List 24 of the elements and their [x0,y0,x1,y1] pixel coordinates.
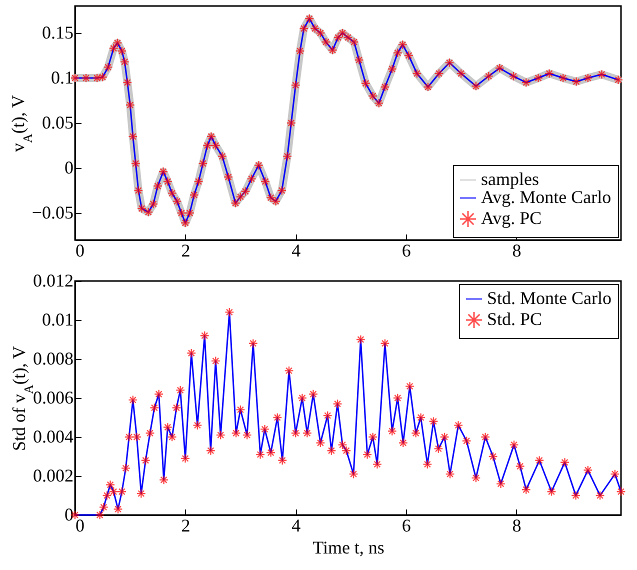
x-tick-label: 6 [402,240,411,260]
legend-label: samples [481,169,539,189]
y-tick-label: 0.002 [33,466,74,486]
x-tick-label: 4 [292,240,301,260]
y-tick-label: 0.15 [42,22,74,42]
y-tick-label: 0.008 [33,348,74,368]
y-tick-label: 0.1 [51,68,74,88]
legend-label: Std. PC [487,309,542,329]
legend-label: Std. Monte Carlo [487,288,612,308]
x-tick-label: 6 [402,516,411,536]
x-tick-label: 8 [512,516,522,536]
y-tick-label: 0.05 [42,112,74,132]
legend-label: Avg. PC [481,208,542,228]
x-tick-label: 4 [292,516,301,536]
y-tick-label: −0.05 [32,202,74,222]
x-axis-title: Time t, ns [312,538,384,558]
y-tick-label: 0 [64,158,74,178]
x-tick-label: 2 [181,240,190,260]
y-tick-label: 0.01 [42,310,74,330]
x-tick-label: 2 [181,516,190,536]
y-tick-label: 0.006 [33,388,74,408]
x-tick-label: 8 [512,240,522,260]
y-tick-label: 0.004 [33,426,74,446]
y-tick-label: 0.012 [33,270,74,290]
